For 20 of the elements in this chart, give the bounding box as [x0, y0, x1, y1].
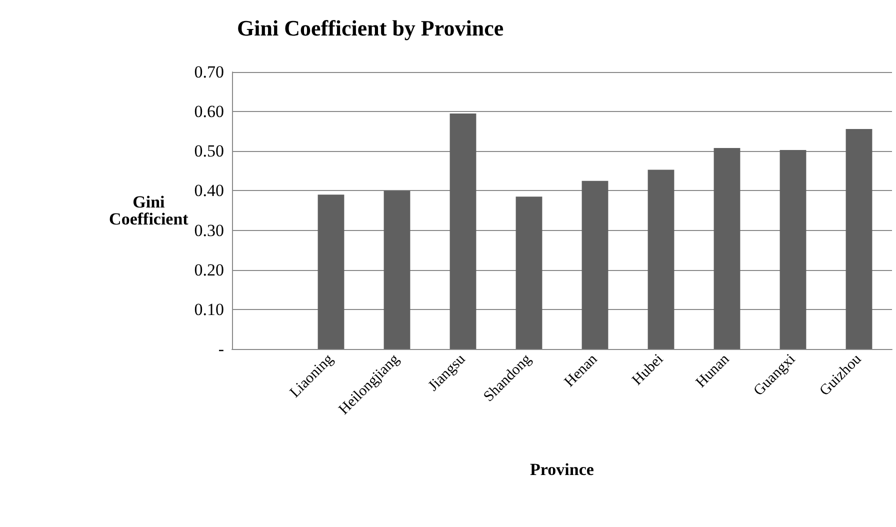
- x-axis-title: Province: [530, 460, 594, 479]
- y-tick-label: -: [218, 340, 224, 358]
- bar: [450, 114, 476, 349]
- y-tick-label: 0.70: [194, 62, 224, 82]
- bar: [318, 194, 344, 349]
- y-tick-label: 0.40: [194, 181, 224, 200]
- bar: [582, 180, 608, 349]
- y-axis-title: Gini Coefficient: [109, 192, 189, 228]
- bar: [648, 170, 674, 349]
- bar: [714, 148, 740, 349]
- bar: [846, 128, 872, 349]
- bar: [516, 196, 542, 349]
- bar: [780, 150, 806, 349]
- chart-title: Gini Coefficient by Province: [237, 16, 504, 40]
- bar: [384, 190, 410, 349]
- y-tick-label: 0.20: [194, 260, 224, 280]
- y-tick-label: 0.50: [194, 142, 224, 161]
- y-tick-label: 0.60: [194, 102, 224, 122]
- y-tick-label: 0.10: [194, 300, 224, 319]
- y-tick-label: 0.30: [194, 220, 224, 240]
